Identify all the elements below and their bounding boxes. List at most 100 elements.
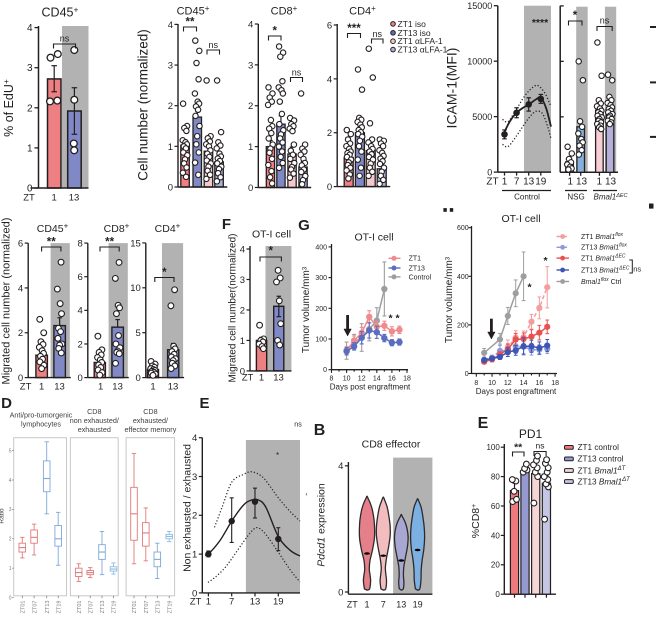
svg-text:Pdcd1 expression: Pdcd1 expression [316, 483, 328, 567]
svg-text:*: * [527, 282, 532, 294]
svg-text:Cell number (normalized): Cell number (normalized) [136, 29, 151, 181]
svg-text:1: 1 [52, 193, 57, 204]
svg-text:0: 0 [248, 183, 253, 194]
svg-text:ZT1 Bmal1ΔT: ZT1 Bmal1ΔT [578, 466, 627, 476]
svg-text:400: 400 [457, 274, 469, 281]
svg-text:ZT13 Bmal1flox: ZT13 Bmal1flox [581, 243, 627, 252]
svg-text:1: 1 [597, 177, 603, 188]
svg-text:ZT: ZT [347, 600, 358, 610]
svg-text:0: 0 [487, 167, 492, 177]
svg-text:****: **** [532, 17, 549, 29]
svg-text:ZT: ZT [486, 177, 498, 188]
svg-text:3: 3 [248, 60, 253, 71]
svg-text:8: 8 [330, 376, 334, 383]
svg-text:4: 4 [168, 20, 173, 31]
svg-text:ZT: ZT [20, 382, 32, 393]
svg-text:13: 13 [112, 382, 123, 393]
svg-text:6: 6 [327, 20, 332, 31]
svg-text:ZT19: ZT19 [167, 601, 173, 614]
svg-text:18: 18 [551, 380, 559, 387]
svg-text:0: 0 [240, 366, 245, 377]
svg-text:ns: ns [208, 40, 218, 50]
svg-text:4: 4 [327, 74, 332, 85]
svg-text:Migrated cell number(normalize: Migrated cell number(normalized) [228, 234, 239, 383]
svg-text:100: 100 [315, 337, 327, 344]
svg-text:7: 7 [381, 600, 386, 610]
svg-text:1: 1 [9, 566, 12, 572]
svg-text:effector memory: effector memory [125, 425, 177, 434]
svg-text:ZT13 αLFA-1: ZT13 αLFA-1 [398, 45, 448, 55]
svg-text:5: 5 [136, 328, 141, 339]
svg-text:G: G [298, 217, 310, 234]
svg-text:10000: 10000 [467, 56, 492, 66]
svg-text:0: 0 [495, 590, 500, 599]
svg-text:ICAM-1(MFI): ICAM-1(MFI) [444, 48, 460, 129]
svg-text:8: 8 [78, 238, 83, 249]
svg-text:ZT: ZT [23, 193, 35, 204]
svg-text:200: 200 [315, 306, 327, 313]
svg-text:ns: ns [292, 68, 302, 78]
svg-text:18: 18 [403, 376, 411, 383]
svg-text:CD8+: CD8+ [104, 222, 130, 236]
svg-text:NSG: NSG [567, 193, 584, 202]
svg-text:13: 13 [69, 193, 80, 204]
svg-text:20: 20 [491, 561, 500, 570]
svg-text:4: 4 [338, 461, 343, 472]
svg-text:*: * [162, 267, 167, 279]
svg-text:6: 6 [18, 239, 23, 250]
svg-text:13: 13 [250, 597, 261, 608]
svg-text:10: 10 [343, 376, 351, 383]
svg-text:Control: Control [409, 274, 432, 281]
svg-text:**: ** [514, 442, 523, 454]
svg-text:ZT13 control: ZT13 control [578, 455, 624, 464]
svg-text:1: 1 [98, 382, 103, 393]
svg-text:exhausted/: exhausted/ [133, 416, 168, 425]
svg-text:200: 200 [457, 322, 469, 329]
svg-text:ZT13 Bmal1ΔEC: ZT13 Bmal1ΔEC [581, 265, 630, 274]
svg-text:F: F [222, 216, 231, 233]
svg-text:13: 13 [54, 382, 65, 393]
svg-text:2: 2 [27, 103, 33, 114]
svg-text:6: 6 [78, 272, 83, 283]
svg-text:4: 4 [18, 283, 23, 294]
svg-text:4: 4 [9, 478, 12, 484]
svg-text:2: 2 [248, 101, 253, 112]
svg-text:***: *** [347, 23, 361, 35]
svg-text:CD45+: CD45+ [37, 222, 69, 236]
svg-text:0: 0 [168, 182, 173, 193]
svg-text:ZT13: ZT13 [409, 265, 425, 272]
svg-text:CD4+: CD4+ [349, 4, 376, 18]
svg-text:1: 1 [502, 177, 508, 188]
svg-text:12: 12 [358, 376, 366, 383]
svg-text:16: 16 [535, 380, 543, 387]
svg-text:5: 5 [9, 448, 12, 454]
svg-text:0: 0 [327, 182, 332, 193]
svg-text:CD8: CD8 [143, 407, 157, 416]
svg-text:3: 3 [168, 60, 173, 71]
svg-text:D: D [1, 395, 12, 412]
svg-text:2: 2 [240, 305, 245, 316]
svg-text:0: 0 [136, 373, 141, 384]
svg-text:300: 300 [315, 275, 327, 282]
svg-text:‹: ‹ [306, 492, 308, 498]
svg-text:ZT13: ZT13 [100, 601, 106, 614]
svg-text:1: 1 [259, 373, 264, 384]
svg-text:5000: 5000 [472, 112, 492, 122]
svg-text:ns: ns [294, 422, 302, 429]
svg-text:PD1: PD1 [519, 427, 543, 441]
svg-text:100: 100 [486, 443, 500, 452]
svg-text:ns: ns [600, 16, 610, 26]
svg-text:CD8+: CD8+ [271, 4, 298, 18]
svg-text:ZT19: ZT19 [56, 601, 62, 614]
svg-text:40: 40 [491, 531, 500, 540]
svg-text:3: 3 [27, 63, 33, 74]
svg-text:ZT1 control: ZT1 control [578, 443, 620, 452]
svg-text:ZT07: ZT07 [144, 601, 150, 614]
svg-text:non exhausted/: non exhausted/ [70, 416, 119, 425]
svg-text:OT-I cell: OT-I cell [252, 229, 291, 241]
svg-text:10: 10 [488, 380, 496, 387]
svg-text:0: 0 [9, 595, 12, 601]
svg-text:13: 13 [523, 177, 535, 188]
svg-text:2: 2 [9, 537, 12, 543]
svg-text:19: 19 [273, 597, 284, 608]
